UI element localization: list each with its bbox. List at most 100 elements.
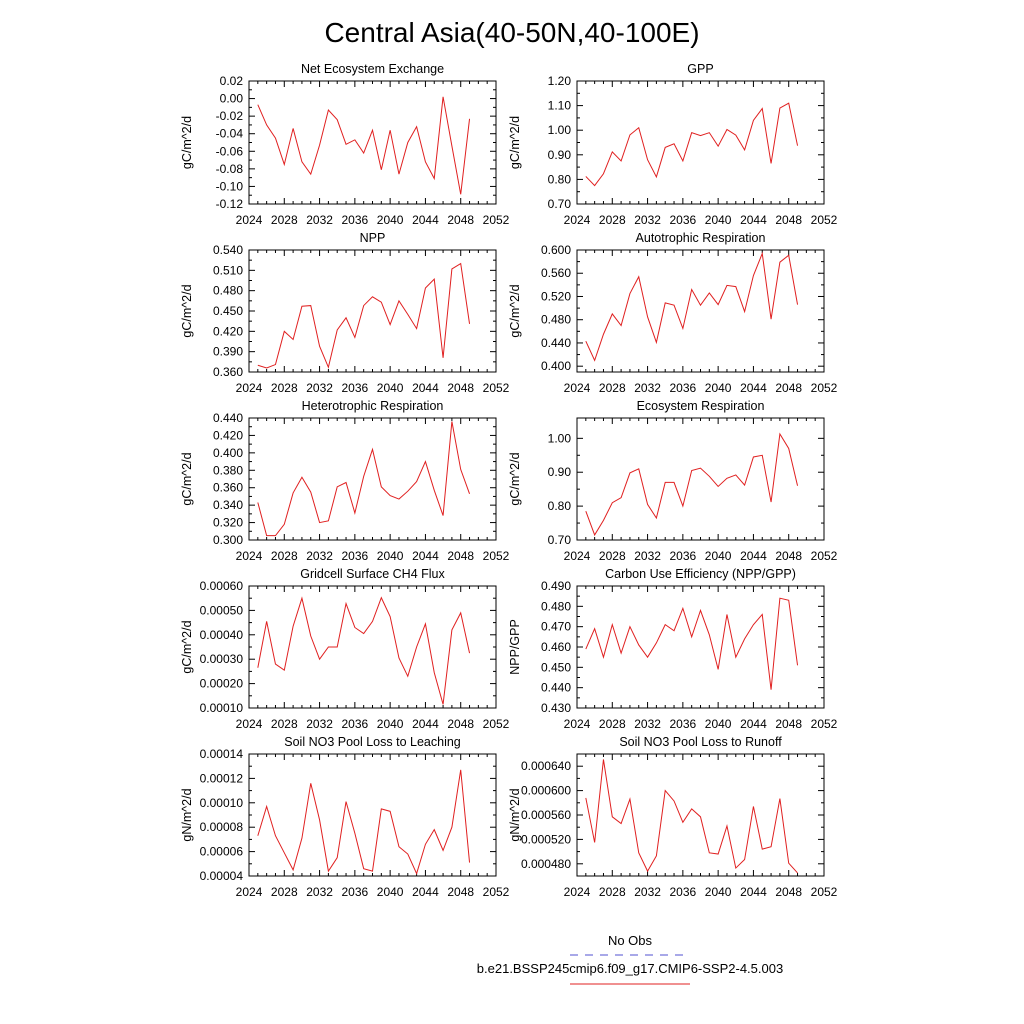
y-tick-label: 0.000640 xyxy=(521,759,571,773)
y-tick-label: 0.00040 xyxy=(200,628,244,642)
x-tick-label: 2040 xyxy=(705,381,732,395)
x-tick-label: 2036 xyxy=(670,717,697,731)
x-tick-label: 2040 xyxy=(377,549,404,563)
x-tick-label: 2036 xyxy=(342,549,369,563)
panel-ecosystem-respiration: Ecosystem Respiration gC/m^2/d 2024 2028 203… xyxy=(508,399,838,563)
x-tick-label: 2036 xyxy=(342,717,369,731)
y-axis-label: gN/m^2/d xyxy=(508,788,522,841)
y-axis-label: gC/m^2/d xyxy=(180,620,194,673)
series-line xyxy=(585,597,799,690)
x-tick-label: 2036 xyxy=(670,549,697,563)
x-tick-label: 2024 xyxy=(564,717,591,731)
plot-frame xyxy=(576,585,825,709)
x-tick-label: 2048 xyxy=(775,549,802,563)
panel-title: NPP xyxy=(360,231,386,245)
panels-grid: Net Ecosystem Exchange gC/m^2/d 2024 2028 20… xyxy=(180,62,838,899)
panel-gpp: GPP gC/m^2/d 2024 2028 2032 2036 2040 2044 2048 2… xyxy=(508,62,838,227)
x-tick-label: 2028 xyxy=(599,717,626,731)
x-tick-label: 2028 xyxy=(271,717,298,731)
legend: No Obs b.e21.BSSP245cmip6.f09_g17.CMIP6-… xyxy=(477,933,783,985)
y-tick-label: 0.90 xyxy=(548,465,572,479)
y-tick-label: 0.000600 xyxy=(521,784,571,798)
series-line xyxy=(257,421,471,537)
panel-carbon-use-efficiency-npp-gpp: Carbon Use Efficiency (NPP/GPP) NPP/GPP 20… xyxy=(508,567,838,731)
x-tick-label: 2036 xyxy=(670,885,697,899)
y-tick-label: 0.460 xyxy=(541,640,571,654)
series-line xyxy=(585,251,799,362)
x-tick-label: 2048 xyxy=(775,213,802,227)
y-tick-label: 0.480 xyxy=(541,313,571,327)
y-axis-label: gN/m^2/d xyxy=(180,788,194,841)
x-tick-label: 2028 xyxy=(599,213,626,227)
panel-net-ecosystem-exchange: Net Ecosystem Exchange gC/m^2/d 2024 2028 20… xyxy=(180,62,510,227)
panel-title: Net Ecosystem Exchange xyxy=(301,62,444,76)
panel-title: Soil NO3 Pool Loss to Runoff xyxy=(619,735,782,749)
panel-title: Heterotrophic Respiration xyxy=(302,399,444,413)
plot-frame xyxy=(248,753,497,877)
series-line xyxy=(257,596,471,705)
y-tick-label: 0.90 xyxy=(548,148,572,162)
y-tick-label: 0.000480 xyxy=(521,857,571,871)
panel-title: Gridcell Surface CH4 Flux xyxy=(300,567,445,581)
x-tick-label: 2040 xyxy=(705,717,732,731)
x-tick-label: 2052 xyxy=(811,213,838,227)
y-tick-label: 0.000520 xyxy=(521,832,571,846)
panel-title: Autotrophic Respiration xyxy=(636,231,766,245)
x-tick-label: 2044 xyxy=(412,381,439,395)
y-axis-label: NPP/GPP xyxy=(508,619,522,675)
x-tick-label: 2028 xyxy=(271,381,298,395)
y-axis-label: gC/m^2/d xyxy=(508,452,522,505)
x-tick-label: 2036 xyxy=(342,381,369,395)
x-tick-label: 2028 xyxy=(271,885,298,899)
x-tick-label: 2044 xyxy=(740,381,767,395)
y-tick-label: 0.00020 xyxy=(200,677,244,691)
y-tick-label: 0.420 xyxy=(213,324,243,338)
y-tick-label: 0.470 xyxy=(541,620,571,634)
y-tick-label: -0.12 xyxy=(216,197,244,211)
y-tick-label: 0.70 xyxy=(548,197,572,211)
x-tick-label: 2048 xyxy=(775,381,802,395)
x-tick-label: 2052 xyxy=(811,717,838,731)
x-tick-label: 2048 xyxy=(447,549,474,563)
x-tick-label: 2032 xyxy=(634,213,661,227)
x-tick-label: 2048 xyxy=(447,885,474,899)
x-tick-label: 2040 xyxy=(705,885,732,899)
series-line xyxy=(257,96,471,195)
y-tick-label: 0.440 xyxy=(541,681,571,695)
x-tick-label: 2024 xyxy=(564,381,591,395)
y-tick-label: 0.00014 xyxy=(200,747,244,761)
y-axis-label: gC/m^2/d xyxy=(180,116,194,169)
y-tick-label: 0.510 xyxy=(213,263,243,277)
x-tick-label: 2040 xyxy=(377,717,404,731)
legend-label-no-obs: No Obs xyxy=(608,933,653,948)
y-tick-label: 0.390 xyxy=(213,345,243,359)
y-tick-label: 0.490 xyxy=(541,579,571,593)
y-tick-label: 0.480 xyxy=(213,284,243,298)
x-tick-label: 2024 xyxy=(564,213,591,227)
y-tick-label: 0.00060 xyxy=(200,579,244,593)
y-tick-label: 0.00030 xyxy=(200,652,244,666)
y-tick-label: 0.380 xyxy=(213,463,243,477)
x-tick-label: 2028 xyxy=(271,549,298,563)
y-tick-label: 0.400 xyxy=(213,446,243,460)
panel-title: Carbon Use Efficiency (NPP/GPP) xyxy=(605,567,796,581)
x-tick-label: 2024 xyxy=(236,717,263,731)
x-tick-label: 2024 xyxy=(236,885,263,899)
y-tick-label: 0.70 xyxy=(548,533,572,547)
panel-title: Ecosystem Respiration xyxy=(637,399,765,413)
x-tick-label: 2044 xyxy=(740,549,767,563)
figure-title: Central Asia(40-50N,40-100E) xyxy=(324,17,699,48)
y-tick-label: 0.00010 xyxy=(200,701,244,715)
y-tick-label: 0.00006 xyxy=(200,845,244,859)
y-tick-label: 0.520 xyxy=(541,289,571,303)
y-tick-label: 1.00 xyxy=(548,431,572,445)
x-tick-label: 2052 xyxy=(483,549,510,563)
y-tick-label: 0.420 xyxy=(213,428,243,442)
y-tick-label: 0.450 xyxy=(541,660,571,674)
x-tick-label: 2044 xyxy=(412,717,439,731)
x-tick-label: 2032 xyxy=(306,885,333,899)
x-tick-label: 2028 xyxy=(599,381,626,395)
series-line xyxy=(257,262,471,369)
x-tick-label: 2044 xyxy=(740,717,767,731)
